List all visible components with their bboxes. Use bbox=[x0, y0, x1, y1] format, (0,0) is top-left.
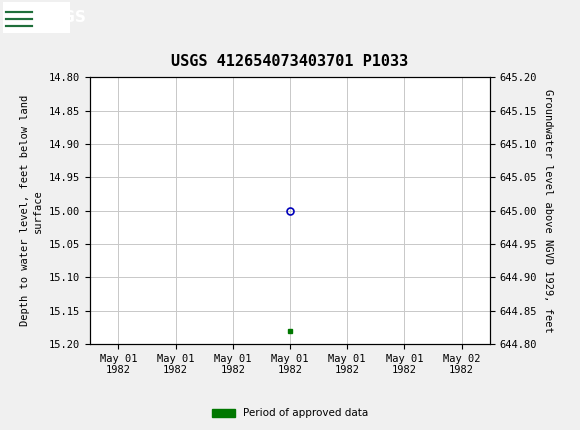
Text: USGS: USGS bbox=[39, 10, 86, 25]
Y-axis label: Groundwater level above NGVD 1929, feet: Groundwater level above NGVD 1929, feet bbox=[543, 89, 553, 332]
Title: USGS 412654073403701 P1033: USGS 412654073403701 P1033 bbox=[171, 54, 409, 69]
Legend: Period of approved data: Period of approved data bbox=[208, 404, 372, 423]
Y-axis label: Depth to water level, feet below land
surface: Depth to water level, feet below land su… bbox=[20, 95, 44, 326]
Bar bbox=[3, 2, 70, 33]
